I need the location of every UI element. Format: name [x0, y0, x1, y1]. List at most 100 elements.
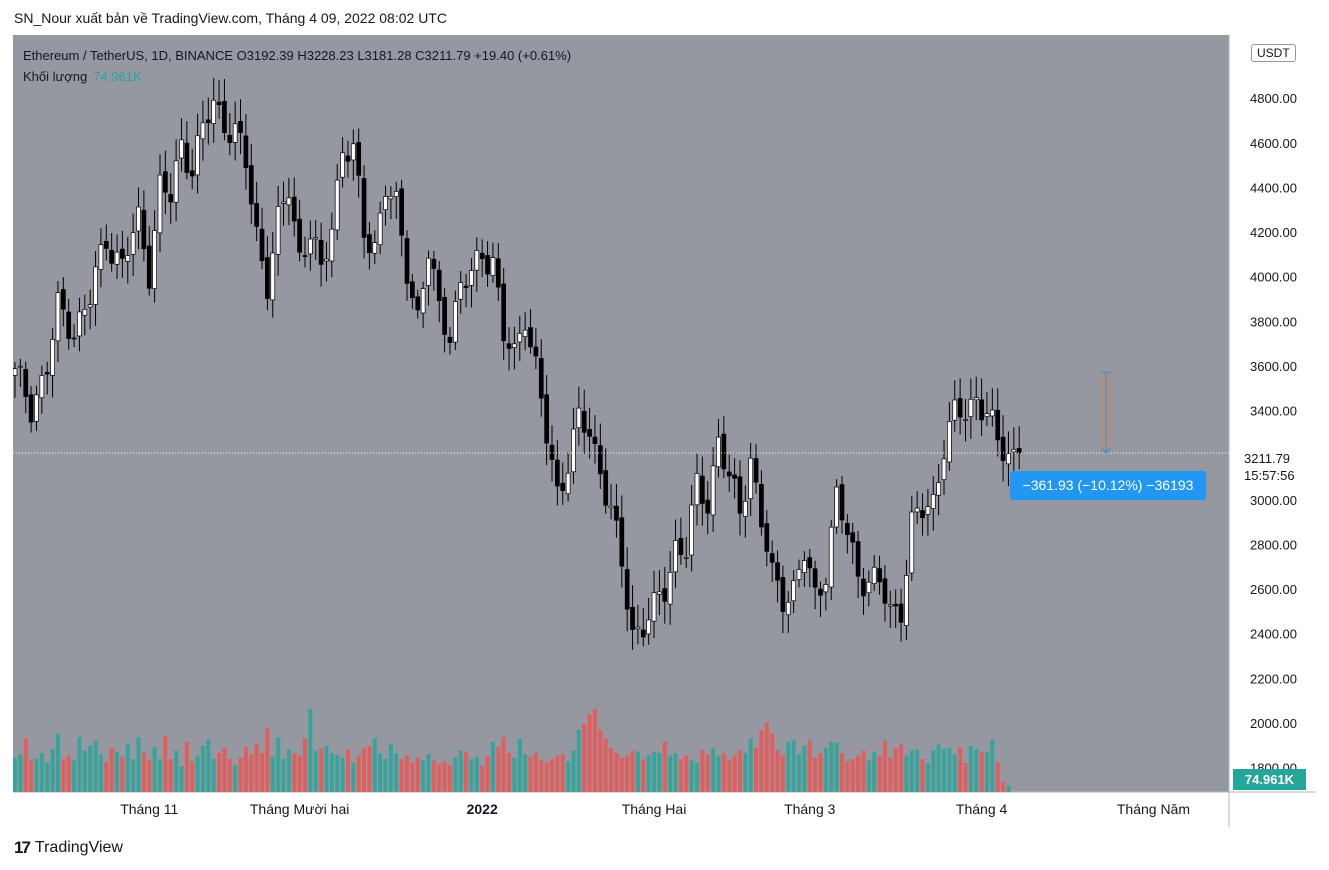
candle-body — [973, 397, 979, 401]
candle-body — [775, 562, 780, 581]
volume-bar — [968, 745, 973, 792]
volume-bar — [958, 746, 963, 792]
volume-bar — [394, 752, 399, 792]
volume-bar — [217, 752, 222, 792]
volume-bar — [125, 743, 130, 792]
volume-bar — [512, 757, 517, 792]
volume-scale-tag: 74.961K — [1233, 769, 1306, 790]
candle-body — [984, 413, 990, 417]
volume-bar — [109, 748, 114, 792]
candle-body — [227, 134, 233, 143]
volume-bar — [104, 761, 109, 792]
candle-body — [146, 245, 152, 289]
volume-bar — [362, 748, 367, 792]
y-tick-label: 4400.00 — [1250, 180, 1297, 195]
candle-body — [442, 297, 447, 335]
volume-bar — [383, 759, 388, 792]
volume-bar — [501, 737, 506, 792]
volume-bar — [82, 750, 87, 792]
candle-body — [726, 471, 732, 477]
candle-body — [222, 101, 227, 134]
tradingview-logo[interactable]: 17 TradingView — [14, 838, 123, 858]
chart-svg[interactable]: 4800.00 4600.00 4400.00 4200.00 4000.00 3800.… — [13, 35, 1316, 827]
candle-body — [350, 143, 356, 161]
symbol-line[interactable]: Ethereum / TetherUS, 1D, BINANCE O3192.3… — [23, 48, 572, 63]
candle-body — [624, 569, 630, 610]
candle-body — [571, 428, 576, 473]
volume-bar — [507, 752, 512, 792]
currency-badge[interactable]: USDT — [1251, 44, 1296, 62]
volume-bar — [829, 742, 834, 792]
volume-bar — [737, 750, 742, 792]
volume-bar — [18, 754, 23, 792]
x-tick-label: Tháng Hai — [622, 801, 687, 817]
volume-bar — [662, 742, 667, 792]
volume-bar — [319, 748, 324, 792]
volume-bar — [786, 742, 791, 792]
last-price: 3211.79 — [1244, 451, 1291, 466]
volume-bar — [426, 754, 431, 792]
candle-body — [909, 511, 915, 574]
candle-body — [324, 258, 329, 262]
candle-body — [168, 194, 174, 203]
volume-bar — [839, 752, 844, 792]
volume-bar — [313, 750, 318, 792]
candle-body — [753, 458, 759, 483]
candle-body — [635, 626, 641, 630]
candle-body — [646, 619, 652, 635]
candle-body — [388, 196, 394, 200]
volume-bar — [904, 755, 909, 792]
candle-body — [334, 179, 340, 231]
candle-body — [528, 327, 533, 348]
candle-body — [866, 581, 872, 594]
candle-body — [77, 311, 82, 337]
volume-bar — [823, 748, 828, 792]
volume-bar — [356, 755, 361, 792]
y-tick-label: 2600.00 — [1250, 582, 1297, 597]
y-tick-label: 2000.00 — [1250, 716, 1297, 731]
volume-bar — [592, 709, 597, 792]
measure-label[interactable]: −361.93 (−10.12%) −36193 — [1010, 471, 1206, 500]
x-tick-label: 2022 — [467, 801, 498, 817]
volume-bar — [598, 729, 603, 792]
volume-bar — [405, 755, 410, 792]
volume-bar — [694, 762, 699, 792]
volume-label: Khối lượng — [23, 69, 88, 84]
volume-bar — [147, 760, 152, 792]
volume-bar — [915, 749, 920, 792]
candle-body — [957, 398, 963, 418]
x-tick-label: Tháng Năm — [1117, 801, 1190, 817]
candle-body — [581, 410, 587, 433]
volume-bar — [727, 760, 732, 792]
volume-bar — [625, 755, 630, 792]
candle-body — [689, 504, 694, 556]
volume-bar — [775, 750, 780, 792]
candle-body — [651, 592, 657, 622]
volume-legend-row[interactable]: Khối lượng 74.961K — [23, 66, 571, 87]
candle-body — [71, 337, 77, 340]
volume-bar — [227, 759, 232, 792]
candle-body — [383, 196, 388, 211]
volume-bar — [936, 744, 941, 792]
volume-bar — [807, 740, 812, 792]
volume-bar — [673, 752, 678, 792]
volume-bar — [211, 759, 216, 792]
candle-body — [286, 197, 292, 206]
candle-body — [490, 257, 496, 276]
candle-body — [1000, 436, 1006, 461]
candle-body — [125, 255, 131, 262]
volume-bar — [576, 729, 581, 792]
volume-bar — [845, 761, 850, 792]
volume-bar — [550, 759, 554, 792]
volume-value: 74.961K — [93, 69, 142, 84]
candle-body — [716, 436, 721, 468]
candle-body — [936, 482, 941, 496]
candle-body — [189, 170, 195, 177]
candle-body — [587, 429, 592, 437]
candle-body — [882, 578, 888, 604]
candle-body — [340, 152, 345, 178]
candle-body — [98, 244, 104, 270]
candle-body — [748, 457, 754, 499]
volume-bar — [899, 744, 904, 792]
volume-bar — [614, 752, 619, 792]
